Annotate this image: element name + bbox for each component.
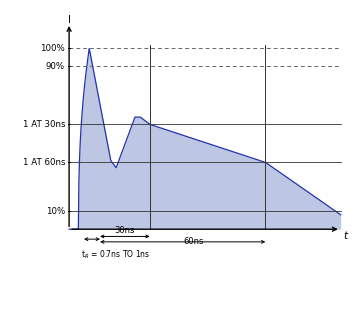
Text: 90%: 90%	[46, 62, 65, 71]
Text: 30ns: 30ns	[115, 226, 135, 235]
Text: t: t	[343, 231, 348, 241]
Text: 1 AT 30ns: 1 AT 30ns	[23, 120, 65, 129]
Text: t$_R$ = 0.7ns TO 1ns: t$_R$ = 0.7ns TO 1ns	[81, 248, 150, 261]
Text: 1 AT 60ns: 1 AT 60ns	[23, 158, 65, 167]
Text: I: I	[68, 15, 71, 25]
Text: 60ns: 60ns	[183, 237, 204, 246]
Text: 100%: 100%	[40, 44, 65, 53]
Text: 10%: 10%	[46, 207, 65, 216]
